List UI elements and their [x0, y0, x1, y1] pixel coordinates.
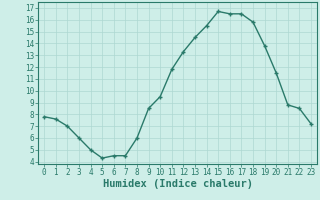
X-axis label: Humidex (Indice chaleur): Humidex (Indice chaleur)	[103, 179, 252, 189]
